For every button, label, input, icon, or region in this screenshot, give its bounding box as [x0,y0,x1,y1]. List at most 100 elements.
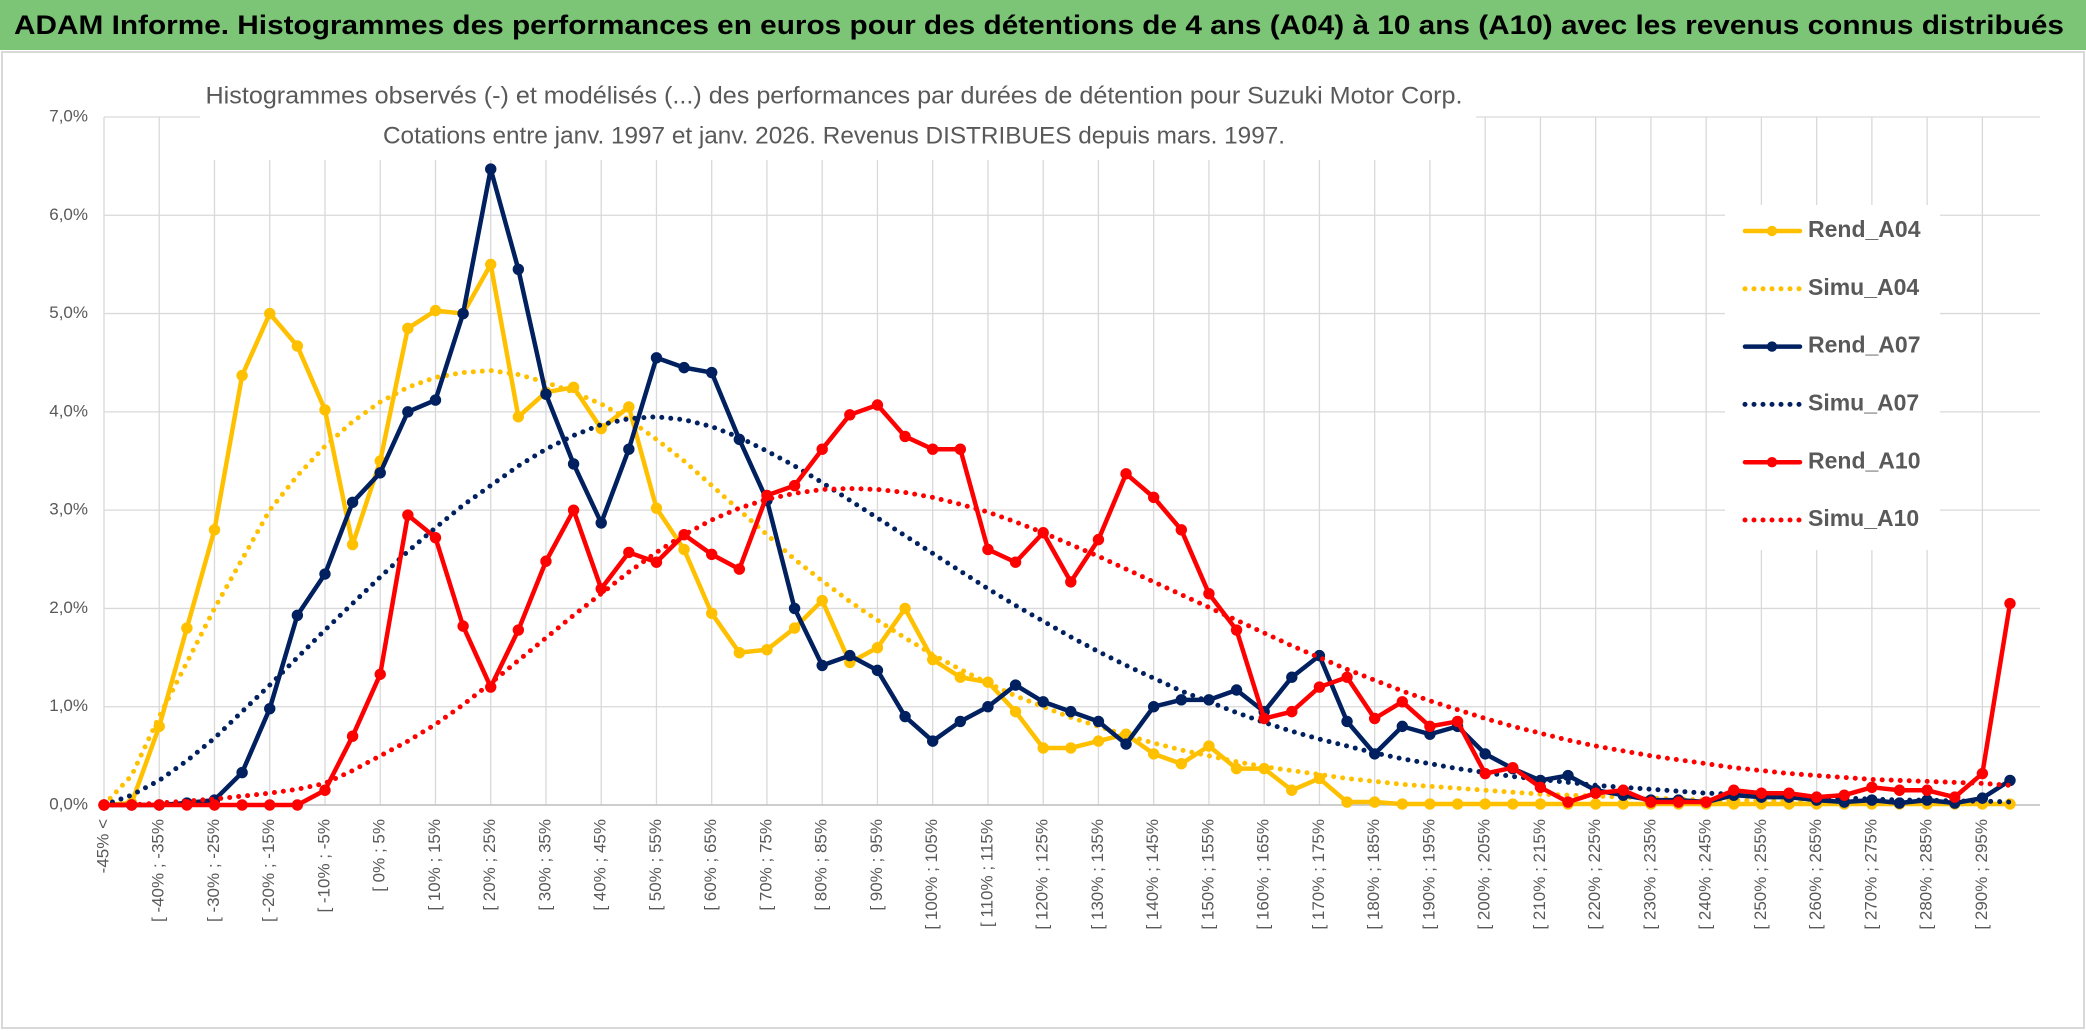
data-point [1368,796,1381,808]
data-point [1479,748,1491,760]
data-point [540,388,552,400]
data-point [181,622,193,634]
data-point [761,644,773,656]
legend-label: Rend_A10 [1808,447,1920,473]
data-point [816,659,828,672]
legend-label: Rend_A04 [1808,216,1921,242]
data-point [208,524,221,536]
data-point [871,664,884,677]
x-tick-label: [ 110% ; 115% [977,819,996,927]
data-point [319,404,331,416]
data-point [346,538,359,551]
x-tick-label: [ 120% ; 125% [1033,819,1052,930]
y-tick-label: 7,0% [49,106,88,125]
data-point [346,730,359,742]
data-point [567,458,580,470]
data-point [1230,624,1243,636]
data-point [816,443,828,455]
data-point [1286,784,1298,796]
data-point [982,543,994,556]
data-point [1424,720,1436,733]
data-point [402,406,414,418]
data-point [512,624,525,636]
data-point [650,556,663,568]
data-point [1230,762,1243,775]
y-tick-label: 3,0% [49,500,88,519]
data-point [512,411,525,423]
data-point [733,646,746,659]
x-tick-label: [ 0% ; 5% [370,819,389,892]
data-point [319,784,331,796]
data-point [1562,796,1574,808]
data-point [1175,524,1188,536]
data-point [788,479,801,492]
x-tick-label: [ 10% ; 15% [425,819,444,911]
data-point [1009,705,1022,718]
data-point [706,366,718,379]
x-tick-label: [ 90% ; 95% [867,819,886,911]
legend-marker [1766,225,1778,237]
data-point [926,735,939,747]
data-point [264,799,276,811]
y-tick-label: 1,0% [49,696,88,715]
data-point [1838,789,1850,801]
x-tick-label: [ 140% ; 145% [1143,819,1162,930]
data-point [1507,761,1519,774]
data-point [1728,784,1740,796]
data-point [954,443,967,455]
legend-marker [1766,457,1778,468]
data-point [429,531,442,544]
data-point [1479,767,1491,780]
data-point [1949,791,1961,803]
x-tick-label: [ 250% ; 255% [1751,819,1770,930]
model-line [101,414,2013,808]
data-point [1866,781,1878,794]
data-point [954,715,967,728]
data-point [926,443,939,455]
data-point [291,799,304,811]
data-point [899,602,911,615]
data-point [623,443,635,455]
data-point [1065,705,1077,718]
data-point [1009,679,1022,691]
x-tick-label: [ -10% ; -5% [314,819,333,913]
data-point [706,548,718,561]
data-point [1700,796,1712,808]
x-tick-label: [ 210% ; 215% [1530,819,1549,930]
data-point [844,409,856,421]
data-point [1479,798,1491,810]
y-tick-label: 6,0% [49,205,88,224]
data-point [899,430,911,443]
x-tick-label: [ 70% ; 75% [756,819,775,911]
x-tick-label: [ 220% ; 225% [1585,819,1604,930]
data-point [1534,798,1547,810]
legend-label: Simu_A07 [1808,389,1919,415]
data-point [1368,712,1381,725]
data-point [1120,468,1132,480]
data-point [1341,671,1353,683]
subtitle-box [200,78,1476,160]
data-point [1672,796,1685,808]
data-point [236,766,248,779]
chart-title: ADAM Informe. Histogrammes des performan… [14,10,2064,40]
data-point [1147,748,1160,760]
series-layer [98,163,2016,811]
data-point [1617,784,1629,796]
data-point [1175,694,1188,706]
data-point [623,401,635,413]
data-point [1065,742,1077,754]
chart-subtitle: Histogrammes observés (-) et modélisés (… [206,82,1463,109]
data-point [1755,787,1768,799]
y-tick-label: 2,0% [49,598,88,617]
data-point [982,701,994,713]
data-point [485,258,497,271]
data-point [264,702,276,715]
data-point [402,322,414,335]
overlay: ADAM Informe. Histogrammes des performan… [14,10,2064,160]
data-point [1424,798,1436,810]
data-point [844,649,856,662]
data-point [1921,784,1933,796]
data-point [1147,491,1160,504]
data-point [1037,696,1049,708]
y-tick-label: 5,0% [49,303,88,322]
